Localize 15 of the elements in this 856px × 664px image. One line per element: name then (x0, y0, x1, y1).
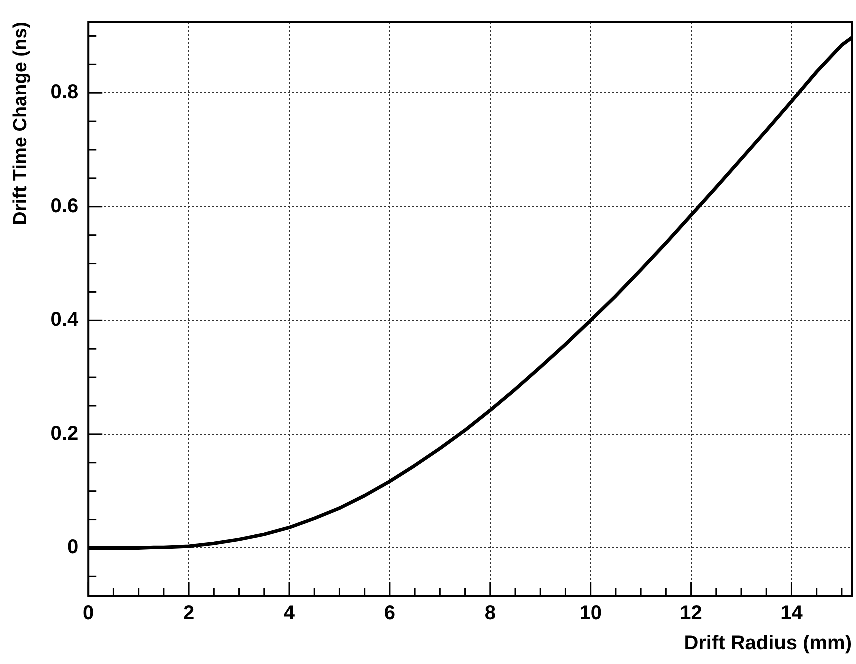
y-tick-label: 0.2 (50, 422, 79, 445)
x-tick-label: 2 (183, 602, 195, 625)
y-tick-label: 0.8 (50, 82, 79, 104)
y-tick-label: 0 (67, 536, 79, 559)
x-tick-label: 4 (284, 602, 296, 625)
x-axis-title: Drift Radius (mm) (684, 632, 852, 655)
x-tick-label: 14 (780, 602, 804, 625)
x-tick-label: 10 (580, 602, 602, 625)
y-tick-label: 0.6 (50, 195, 79, 218)
x-tick-label: 0 (83, 602, 94, 625)
y-axis-title: Drift Time Change (ns) (10, 22, 32, 226)
x-tick-label: 12 (680, 602, 702, 625)
x-tick-label: 8 (484, 602, 496, 625)
y-tick-label: 0.4 (50, 309, 80, 332)
x-tick-label: 6 (384, 602, 396, 625)
